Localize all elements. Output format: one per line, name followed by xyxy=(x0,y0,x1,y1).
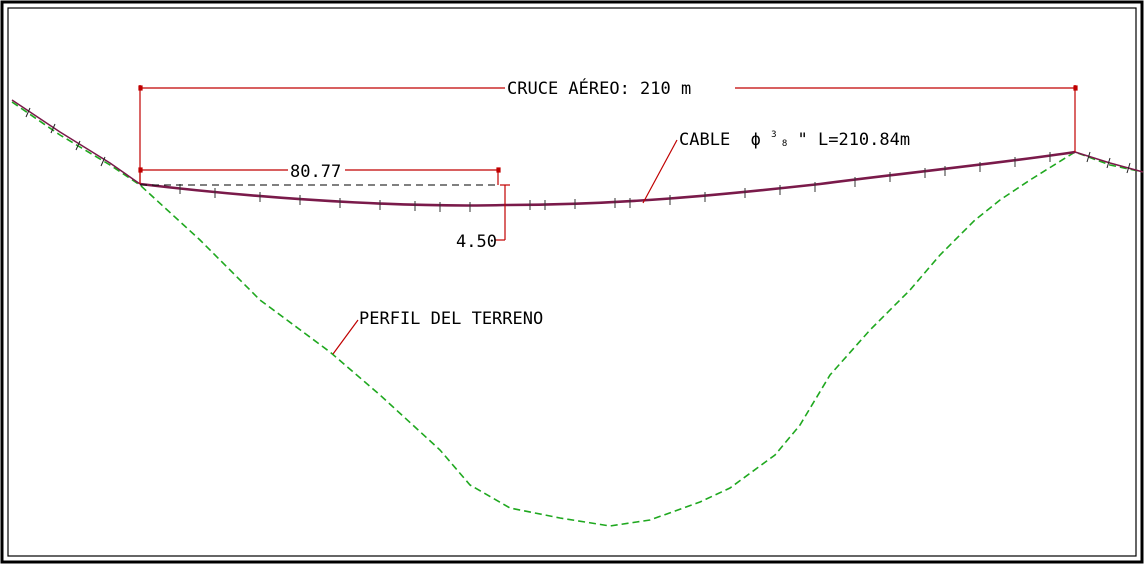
cable-label: CABLE ϕ 3 8 " L=210.84m xyxy=(679,122,910,151)
fraction-numerator: 3 xyxy=(771,130,776,140)
phi-symbol: ϕ xyxy=(751,130,761,150)
terrain-label: PERFIL DEL TERRENO xyxy=(359,309,543,329)
left-anchor-ticks xyxy=(25,107,106,167)
right-anchor-ticks xyxy=(1086,151,1131,174)
frame-inner xyxy=(7,7,1137,557)
left-anchor-cable xyxy=(11,99,141,185)
sag-depth-dimension xyxy=(495,184,510,241)
main-cable xyxy=(139,150,1076,207)
fraction-denominator: 8 xyxy=(782,139,787,149)
cable-leader-line xyxy=(642,139,678,204)
sag-distance-dimension xyxy=(138,167,501,185)
span-label: CRUCE AÉREO: 210 m xyxy=(507,77,691,99)
terrain-profile xyxy=(11,101,1144,527)
sag-distance-label: 80.77 xyxy=(290,162,341,182)
terrain-leader-line xyxy=(332,319,359,355)
sag-depth-label: 4.50 xyxy=(456,232,497,252)
right-anchor-cable xyxy=(1074,151,1144,173)
cable-ticks xyxy=(179,152,1051,212)
